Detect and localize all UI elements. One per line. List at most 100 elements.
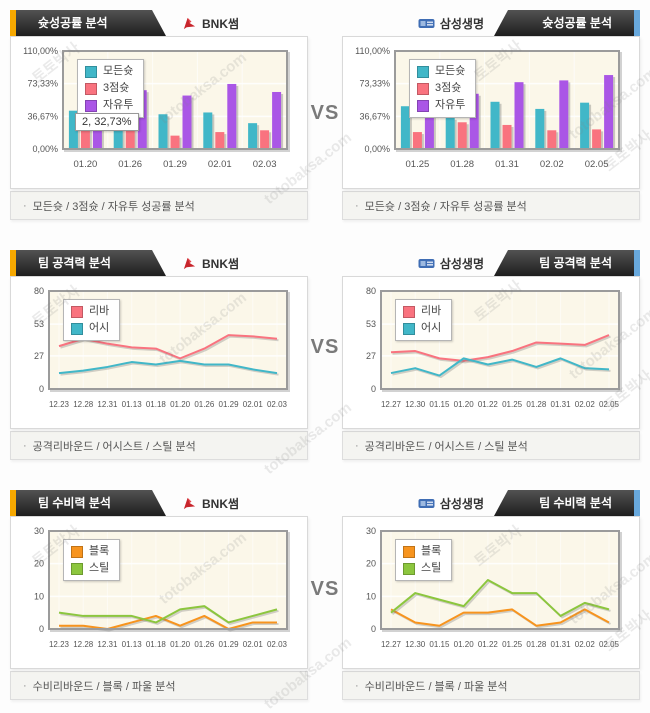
samsung-logo-icon (418, 257, 435, 270)
panel-title: 팀 공격력 분석 (38, 256, 111, 270)
chart-panel-body: 12.27 12.30 01.15 01.20 01.22 01.25 01.28 01.31… (342, 516, 640, 669)
svg-text:01.20: 01.20 (454, 400, 475, 409)
svg-text:0: 0 (39, 384, 44, 394)
accent-bar (634, 10, 640, 36)
accent-bar (634, 250, 640, 276)
svg-text:30: 30 (34, 526, 44, 536)
legend-swatch (403, 322, 415, 335)
svg-text:02.05: 02.05 (599, 400, 620, 409)
svg-text:01.29: 01.29 (163, 159, 187, 170)
legend-label: 자유투 (103, 99, 134, 111)
footer-bullet: · (355, 439, 359, 452)
team-label: 삼성생명 (418, 250, 484, 276)
svg-text:01.13: 01.13 (122, 400, 143, 409)
svg-text:27: 27 (366, 351, 376, 361)
team-label: BNK썸 (182, 490, 239, 516)
svg-text:01.26: 01.26 (194, 640, 215, 649)
svg-text:01.28: 01.28 (526, 400, 547, 409)
team-label: 삼성생명 (418, 490, 484, 516)
svg-text:01.25: 01.25 (406, 159, 430, 170)
svg-text:01.20: 01.20 (74, 159, 98, 170)
analysis-panel: 팀 수비력 분석 BNK썸 12.23 12.28 12.31 01.13 01.18 0… (10, 490, 308, 700)
legend-label: 어시 (421, 322, 442, 334)
svg-text:02.02: 02.02 (575, 640, 596, 649)
svg-text:110,00%: 110,00% (355, 46, 390, 56)
panel-footer: · 수비리바운드 / 블록 / 파울 분석 (10, 671, 308, 700)
legend-label: 블록 (421, 545, 442, 557)
chart-canvas[interactable]: 01.20 01.26 01.29 02.01 02.03 0,00% 36,67% 73,3… (13, 43, 301, 179)
accent-bar (634, 490, 640, 516)
team-name: BNK썸 (202, 16, 240, 31)
svg-text:110,00%: 110,00% (23, 46, 58, 56)
analysis-panel: 팀 공격력 분석 BNK썸 12.23 12.28 12.31 01.13 01.18 0… (10, 250, 308, 460)
svg-text:53: 53 (34, 319, 44, 329)
legend-swatch (403, 305, 415, 318)
svg-text:02.01: 02.01 (243, 640, 264, 649)
chart-canvas[interactable]: 12.23 12.28 12.31 01.13 01.18 01.20 01.26 01.29… (13, 283, 301, 419)
legend-item: 모든슛 (85, 65, 133, 78)
legend-label: 블록 (89, 545, 110, 557)
svg-text:02.01: 02.01 (243, 400, 264, 409)
team-label: BNK썸 (182, 250, 239, 276)
svg-text:27: 27 (34, 351, 44, 361)
svg-text:12.31: 12.31 (97, 640, 118, 649)
svg-text:02.03: 02.03 (267, 400, 288, 409)
footer-text: 모든슛 / 3점슛 / 자유투 성공률 분석 (364, 200, 527, 213)
legend-swatch (417, 82, 429, 95)
chart-canvas[interactable]: 12.23 12.28 12.31 01.13 01.18 01.20 01.26 01.29… (13, 523, 301, 659)
team-name: 삼성생명 (439, 256, 484, 271)
legend-item: 자유투 (417, 99, 465, 112)
svg-text:20: 20 (366, 559, 376, 569)
legend-label: 스틸 (89, 562, 110, 574)
analysis-panel: 팀 수비력 분석 삼성생명 12.27 12.30 01.15 01.20 01.22 0… (342, 490, 640, 700)
analysis-panel: 슛성공률 분석 삼성생명 01.25 01.28 01.31 02.02 02.05 0,… (342, 10, 640, 220)
panel-header: 팀 수비력 분석 BNK썸 (10, 490, 308, 516)
svg-text:12.30: 12.30 (405, 640, 426, 649)
svg-text:02.03: 02.03 (267, 640, 288, 649)
team-label: 삼성생명 (418, 10, 484, 36)
accent-bar (10, 490, 16, 516)
panel-footer: · 수비리바운드 / 블록 / 파울 분석 (342, 671, 640, 700)
svg-text:12.30: 12.30 (405, 400, 426, 409)
accent-bar (10, 250, 16, 276)
panel-header: 슛성공률 분석 삼성생명 (342, 10, 640, 36)
panel-footer: · 모든슛 / 3점슛 / 자유투 성공률 분석 (10, 191, 308, 220)
legend-swatch (71, 562, 83, 575)
chart-canvas[interactable]: 12.27 12.30 01.15 01.20 01.22 01.25 01.28 01.31… (345, 283, 633, 419)
legend-swatch (85, 82, 97, 95)
chart-canvas[interactable]: 01.25 01.28 01.31 02.02 02.05 0,00% 36,67% 73,3… (345, 43, 633, 179)
svg-text:12.23: 12.23 (49, 640, 70, 649)
bnk-logo-icon (182, 16, 197, 31)
svg-text:12.31: 12.31 (97, 400, 118, 409)
svg-text:01.31: 01.31 (551, 400, 572, 409)
chart-canvas[interactable]: 12.27 12.30 01.15 01.20 01.22 01.25 01.28 01.31… (345, 523, 633, 659)
legend-item: 어시 (71, 322, 109, 335)
svg-text:12.27: 12.27 (381, 400, 402, 409)
panel-title: 슛성공률 분석 (542, 16, 612, 30)
legend-item: 3점슛 (85, 82, 133, 95)
svg-text:01.25: 01.25 (502, 400, 523, 409)
svg-text:12.28: 12.28 (73, 640, 94, 649)
svg-text:01.26: 01.26 (118, 159, 142, 170)
svg-text:02.01: 02.01 (208, 159, 232, 170)
chart-panel-body: 12.23 12.28 12.31 01.13 01.18 01.20 01.26 01.29… (10, 516, 308, 669)
legend-item: 어시 (403, 322, 441, 335)
chart-panel-body: 12.27 12.30 01.15 01.20 01.22 01.25 01.28 01.31… (342, 276, 640, 429)
svg-text:10: 10 (34, 591, 44, 601)
footer-text: 공격리바운드 / 어시스트 / 스틸 분석 (32, 440, 196, 453)
svg-text:01.29: 01.29 (219, 640, 240, 649)
legend-swatch (403, 545, 415, 558)
accent-bar (10, 10, 16, 36)
samsung-logo-icon (418, 17, 435, 30)
chart-panel-body: 01.25 01.28 01.31 02.02 02.05 0,00% 36,67% 73,3… (342, 36, 640, 189)
chart-panel-body: 01.20 01.26 01.29 02.01 02.03 0,00% 36,67% 73,3… (10, 36, 308, 189)
legend-label: 3점슛 (103, 82, 130, 94)
svg-text:01.15: 01.15 (429, 640, 450, 649)
legend-label: 리바 (89, 305, 110, 317)
panel-header: 팀 공격력 분석 BNK썸 (10, 250, 308, 276)
svg-text:02.05: 02.05 (585, 159, 609, 170)
panel-title: 팀 공격력 분석 (539, 256, 612, 270)
legend-swatch (71, 322, 83, 335)
legend-item: 자유투 (85, 99, 133, 112)
